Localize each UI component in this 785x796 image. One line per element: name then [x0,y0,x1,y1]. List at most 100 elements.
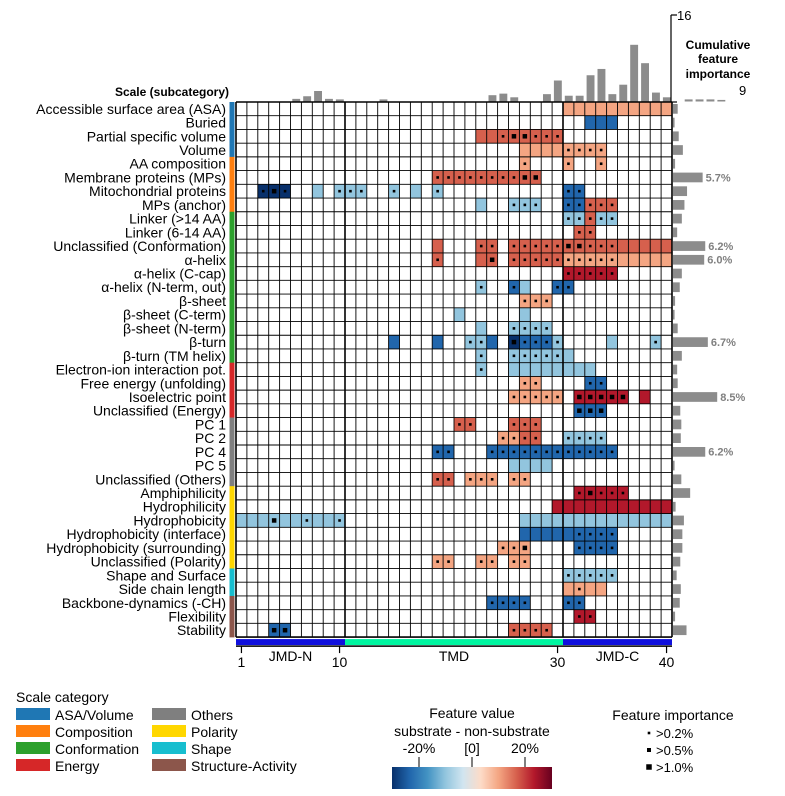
row-label: Backbone-dynamics (-CH) [62,595,226,611]
heatmap-cell [290,513,302,528]
category-marker [229,376,235,391]
category-marker [229,198,235,213]
importance-marker [512,478,516,481]
importance-marker [479,285,483,289]
importance-marker [490,176,494,179]
importance-marker [283,189,287,193]
importance-marker [338,189,341,193]
importance-bar [673,488,691,498]
importance-marker [490,244,494,248]
importance-marker [567,217,570,220]
category-swatch [152,725,186,737]
region-label: TMD [439,648,469,664]
importance-marker [523,327,527,330]
importance-marker [436,560,439,563]
importance-marker [523,203,527,207]
importance-marker [578,615,581,618]
importance-marker [599,436,603,440]
importance-marker [621,491,625,495]
importance-bar [673,460,675,471]
heatmap-cell [639,499,651,514]
importance-marker [567,450,570,454]
importance-marker [610,244,614,248]
heatmap-cell [639,252,651,267]
importance-marker [578,272,581,275]
importance-axis-tick-low: 9 [739,83,746,98]
importance-marker [599,546,603,550]
importance-bar [673,268,682,279]
importance-marker [566,243,571,249]
importance-marker [271,188,277,194]
heatmap-cell [541,458,553,473]
importance-value: 6.2% [708,241,733,253]
importance-marker [261,189,265,193]
category-marker [229,184,235,199]
category-marker [229,472,235,487]
row-label: Unclassified (Conformation) [53,238,226,254]
category-marker [229,595,235,610]
heatmap-cell [246,513,258,528]
heatmap-cell [617,499,629,514]
importance-marker [610,272,614,275]
importance-marker [534,299,538,303]
importance-marker [567,285,570,289]
importance-marker [578,546,581,550]
importance-marker [282,627,288,633]
importance-marker [556,354,559,358]
importance-marker [349,189,352,193]
heatmap-cell [312,184,324,199]
position-importance-bar [303,96,312,102]
importance-marker [534,628,538,632]
feature-value-tick-zero: [0] [464,740,480,756]
position-importance-bar [325,98,333,102]
importance-bar [673,543,683,553]
importance-bar [673,474,682,485]
importance-marker [610,491,614,495]
heatmap-cell [236,513,247,528]
heatmap-cells [236,102,672,638]
heatmap-cell [552,513,563,528]
row-label: Stability [177,622,226,638]
importance-marker [567,203,570,207]
importance-marker [479,244,483,248]
importance-marker [610,574,614,577]
importance-marker [512,601,516,605]
importance-marker [567,148,570,152]
importance-marker [436,450,439,454]
heatmap-cell [595,513,607,528]
importance-axis-label-line-3: importance [686,67,751,81]
category-marker [229,623,235,638]
row-label: Isoelectric point [129,389,226,405]
heatmap-cell [650,239,662,253]
importance-bar [673,447,706,457]
heatmap-cell [530,513,542,528]
importance-bar [673,158,676,169]
importance-marker [512,436,516,440]
importance-marker [578,450,581,454]
importance-marker [523,478,527,481]
x-tick-label: 1 [238,654,246,670]
importance-bar [673,186,688,197]
row-label: α-helix (C-cap) [134,266,226,282]
category-legend-title: Scale category [16,689,109,705]
importance-marker [578,436,581,440]
category-name: Composition [55,724,133,740]
importance-value: 5.7% [706,172,731,184]
row-label: β-sheet [179,293,226,309]
importance-marker [447,478,450,481]
heatmap-cell [563,102,574,116]
category-marker [229,362,235,377]
heatmap-cell [617,239,629,253]
position-importance-bar [662,97,671,102]
importance-marker [599,148,603,152]
position-importance-bar [553,80,562,102]
category-marker [229,390,235,405]
importance-marker [436,258,439,262]
row-label: Free energy (unfolding) [80,375,226,391]
row-label: Hydrophobicity (surrounding) [46,540,226,556]
category-marker [229,609,235,624]
importance-marker [534,340,538,344]
importance-marker [447,560,450,563]
importance-marker [556,450,559,454]
importance-marker [545,135,548,138]
